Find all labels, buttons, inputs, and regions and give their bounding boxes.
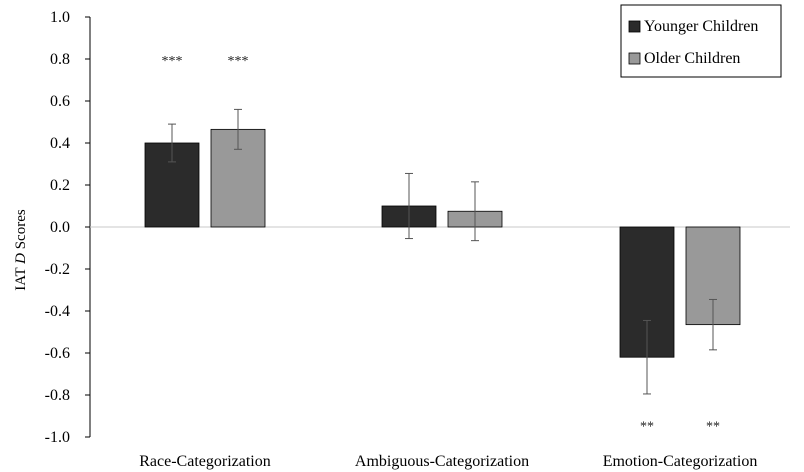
legend-label-older: Older Children (644, 50, 740, 67)
significance-marker: *** (162, 54, 183, 69)
y-tick-label: 0.4 (50, 135, 70, 152)
y-tick-label: 0.8 (50, 51, 70, 68)
y-axis-title: IAT D Scores (13, 209, 29, 291)
y-tick-label: -0.6 (45, 345, 70, 362)
significance-markers: *** ***** ** (162, 54, 721, 435)
significance-marker: ** (706, 420, 720, 435)
legend-swatch-younger (628, 20, 641, 33)
y-tick-label: -0.4 (45, 303, 70, 320)
y-tick-label: 0.6 (50, 93, 70, 110)
y-tick-label: -0.8 (45, 387, 70, 404)
y-tick-label: 1.0 (50, 9, 70, 26)
category-label: Ambiguous-Categorization (355, 453, 529, 470)
y-tick-label: 0.2 (50, 177, 70, 194)
significance-marker: ** (640, 420, 654, 435)
y-axis: 1.0 0.8 0.6 0.4 0.2 0.0 -0.2 -0.4 -0.6 -0.8 -1.0 (45, 9, 91, 446)
legend-box (620, 4, 782, 78)
error-bars (168, 108, 717, 395)
legend: Younger Children Older Children (620, 4, 782, 78)
y-tick-label: -1.0 (45, 429, 70, 446)
category-label: Race-Categorization (139, 453, 271, 470)
significance-marker: *** (228, 54, 249, 69)
category-labels: Race-Categorization Ambiguous-Categorizat… (139, 453, 757, 470)
legend-swatch-older (628, 52, 641, 65)
bars (144, 128, 741, 358)
y-tick-label: 0.0 (50, 219, 70, 236)
y-tick-label: -0.2 (45, 261, 70, 278)
category-label: Emotion-Categorization (603, 453, 758, 470)
legend-label-younger: Younger Children (644, 18, 758, 35)
